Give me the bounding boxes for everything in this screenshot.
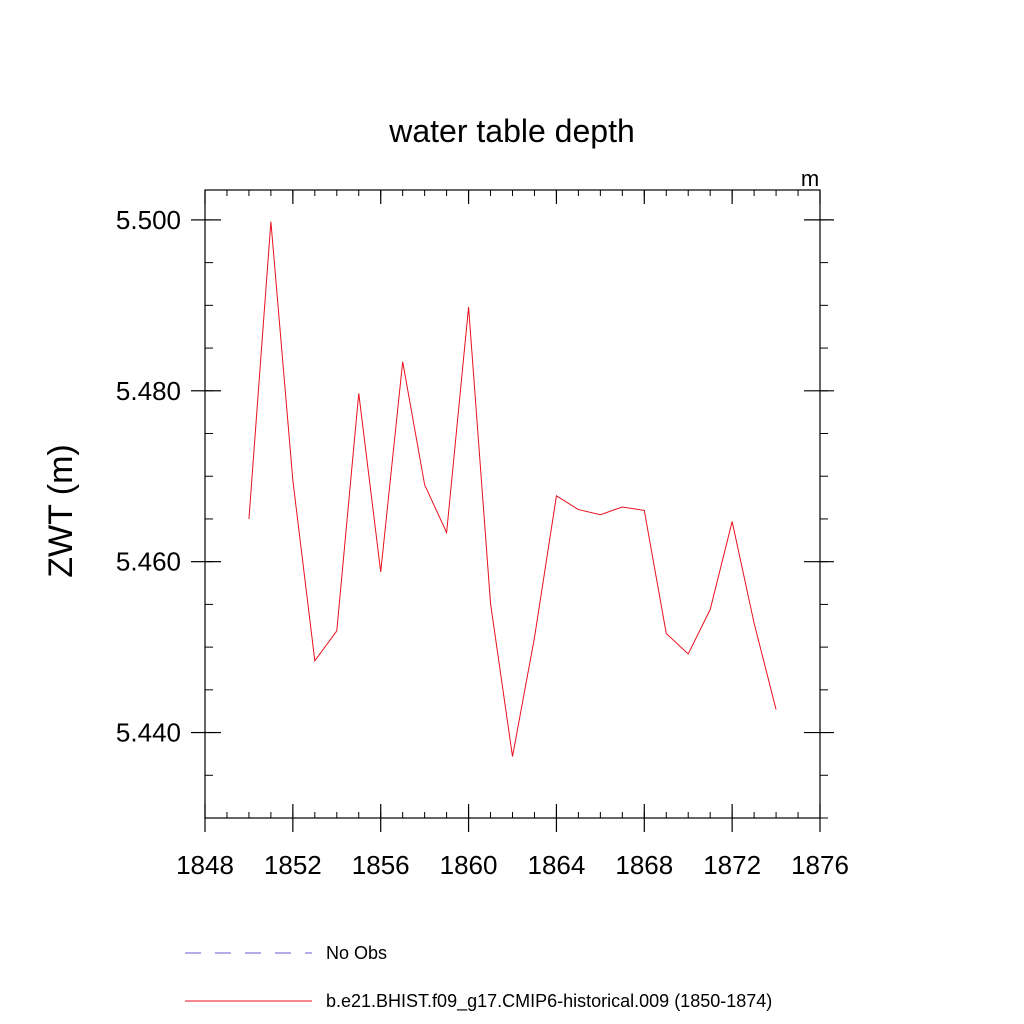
y-tick-label: 5.500 bbox=[116, 205, 181, 235]
axis-ticks: 5.440 5.460 5.480 5.500 1848 1852 1856 1860 1864… bbox=[116, 190, 849, 880]
y-axis-label: ZWT (m) bbox=[42, 444, 80, 577]
x-tick-label: 1848 bbox=[176, 850, 234, 880]
x-tick-label: 1852 bbox=[264, 850, 322, 880]
units-label: m bbox=[801, 166, 819, 191]
legend-label-no-obs: No Obs bbox=[326, 943, 387, 963]
y-tick-label: 5.460 bbox=[116, 547, 181, 577]
series-line-historical bbox=[248, 221, 777, 757]
x-tick-label: 1856 bbox=[352, 850, 410, 880]
chart-title: water table depth bbox=[388, 113, 635, 149]
y-tick-label: 5.480 bbox=[116, 376, 181, 406]
plot-frame bbox=[204, 189, 821, 819]
x-tick-label: 1876 bbox=[791, 850, 849, 880]
x-tick-label: 1860 bbox=[440, 850, 498, 880]
legend: No Obs b.e21.BHIST.f09_g17.CMIP6-histori… bbox=[185, 943, 772, 1012]
legend-label-historical: b.e21.BHIST.f09_g17.CMIP6-historical.009… bbox=[326, 991, 772, 1012]
series-layer bbox=[248, 221, 777, 757]
y-tick-label: 5.440 bbox=[116, 718, 181, 748]
x-tick-label: 1872 bbox=[703, 850, 761, 880]
x-tick-label: 1864 bbox=[528, 850, 586, 880]
x-tick-label: 1868 bbox=[615, 850, 673, 880]
